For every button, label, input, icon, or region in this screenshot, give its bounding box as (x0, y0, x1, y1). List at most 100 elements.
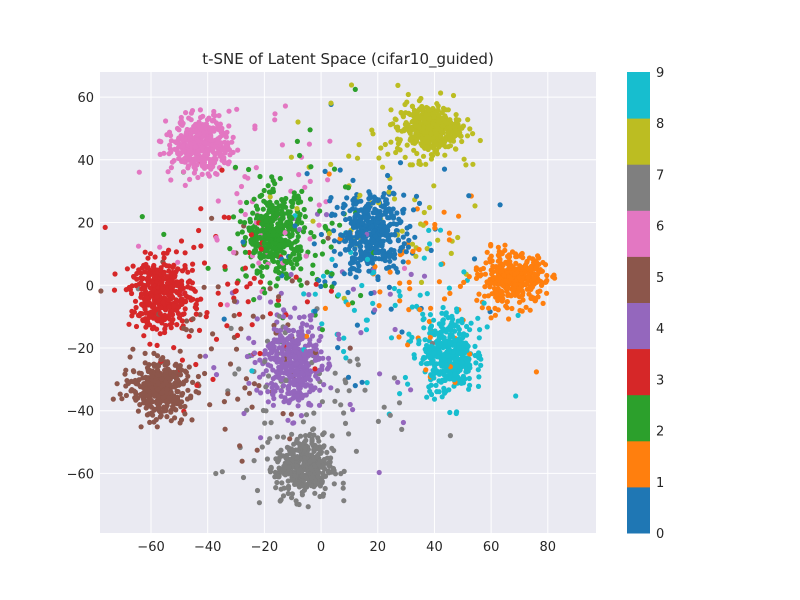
data-point (465, 343, 471, 349)
data-point (301, 291, 307, 297)
data-point (296, 172, 302, 178)
data-point (274, 199, 280, 205)
data-point (408, 387, 414, 393)
data-point (499, 268, 505, 274)
data-point (396, 288, 402, 294)
data-point (393, 124, 399, 130)
data-point (300, 321, 306, 327)
data-point (276, 242, 282, 249)
data-point (460, 335, 466, 341)
data-point (307, 337, 313, 343)
data-point (449, 319, 455, 325)
data-point (161, 276, 167, 282)
data-point (225, 281, 231, 287)
data-point (144, 282, 150, 288)
data-point (399, 228, 405, 234)
data-point (157, 331, 163, 337)
data-point (323, 212, 330, 218)
data-point (274, 434, 280, 440)
data-point (275, 232, 281, 238)
data-point (257, 269, 263, 275)
data-point (467, 362, 473, 368)
data-point (273, 283, 279, 289)
data-point (409, 334, 415, 340)
data-point (427, 241, 433, 247)
data-point (436, 279, 442, 285)
data-point (256, 260, 262, 266)
data-point (151, 363, 158, 369)
data-point (366, 189, 372, 195)
data-point (138, 370, 144, 377)
data-point (303, 412, 310, 418)
colorbar-segment (627, 440, 650, 488)
data-point (156, 138, 162, 144)
data-point (426, 384, 432, 390)
data-point (406, 331, 412, 337)
data-point (244, 199, 250, 206)
data-point (234, 280, 240, 286)
y-tick-label: −20 (67, 342, 94, 357)
data-point (281, 383, 287, 389)
data-point (221, 155, 227, 161)
colorbar-segment (627, 210, 650, 257)
data-point (346, 153, 352, 159)
data-point (191, 164, 197, 170)
data-point (421, 325, 427, 331)
data-point (304, 322, 310, 328)
data-point (179, 399, 185, 405)
data-point (303, 437, 309, 443)
data-point (459, 316, 465, 322)
data-point (175, 377, 181, 383)
data-point (540, 300, 546, 306)
data-point (226, 215, 232, 221)
data-point (356, 208, 362, 214)
data-point (304, 382, 311, 388)
data-point (185, 279, 191, 285)
colorbar-tick-label: 8 (656, 117, 664, 132)
data-point (267, 280, 273, 286)
data-point (137, 310, 144, 317)
data-point (390, 121, 396, 127)
data-point (299, 492, 305, 498)
data-point (492, 312, 498, 318)
data-point (139, 301, 145, 307)
data-point (304, 171, 310, 177)
data-point (438, 135, 444, 141)
data-point (249, 404, 255, 410)
data-point (215, 150, 221, 156)
data-point (391, 248, 397, 254)
data-point (297, 152, 303, 159)
data-point (352, 239, 358, 246)
data-point (182, 306, 188, 312)
data-point (164, 414, 170, 420)
data-point (302, 184, 308, 190)
data-point (246, 166, 252, 173)
data-point (447, 136, 453, 142)
data-point (192, 288, 198, 294)
data-point (479, 305, 485, 311)
data-point (287, 359, 293, 365)
data-point (421, 129, 427, 135)
data-point (347, 216, 353, 222)
data-point (135, 408, 141, 414)
data-point (420, 222, 426, 228)
data-point (432, 225, 438, 231)
data-point (426, 107, 432, 113)
data-point (517, 307, 523, 314)
data-point (269, 206, 275, 212)
data-point (165, 297, 171, 303)
data-point (268, 250, 274, 256)
data-point (328, 288, 334, 294)
data-point (513, 260, 519, 266)
data-point (386, 284, 392, 290)
data-point (347, 260, 354, 266)
data-point (397, 248, 403, 254)
data-point (446, 285, 452, 291)
data-point (269, 385, 275, 391)
data-point (320, 474, 326, 480)
data-point (377, 371, 383, 377)
data-point (322, 283, 328, 289)
data-point (349, 300, 356, 306)
data-point (205, 265, 211, 271)
data-point (414, 109, 420, 115)
